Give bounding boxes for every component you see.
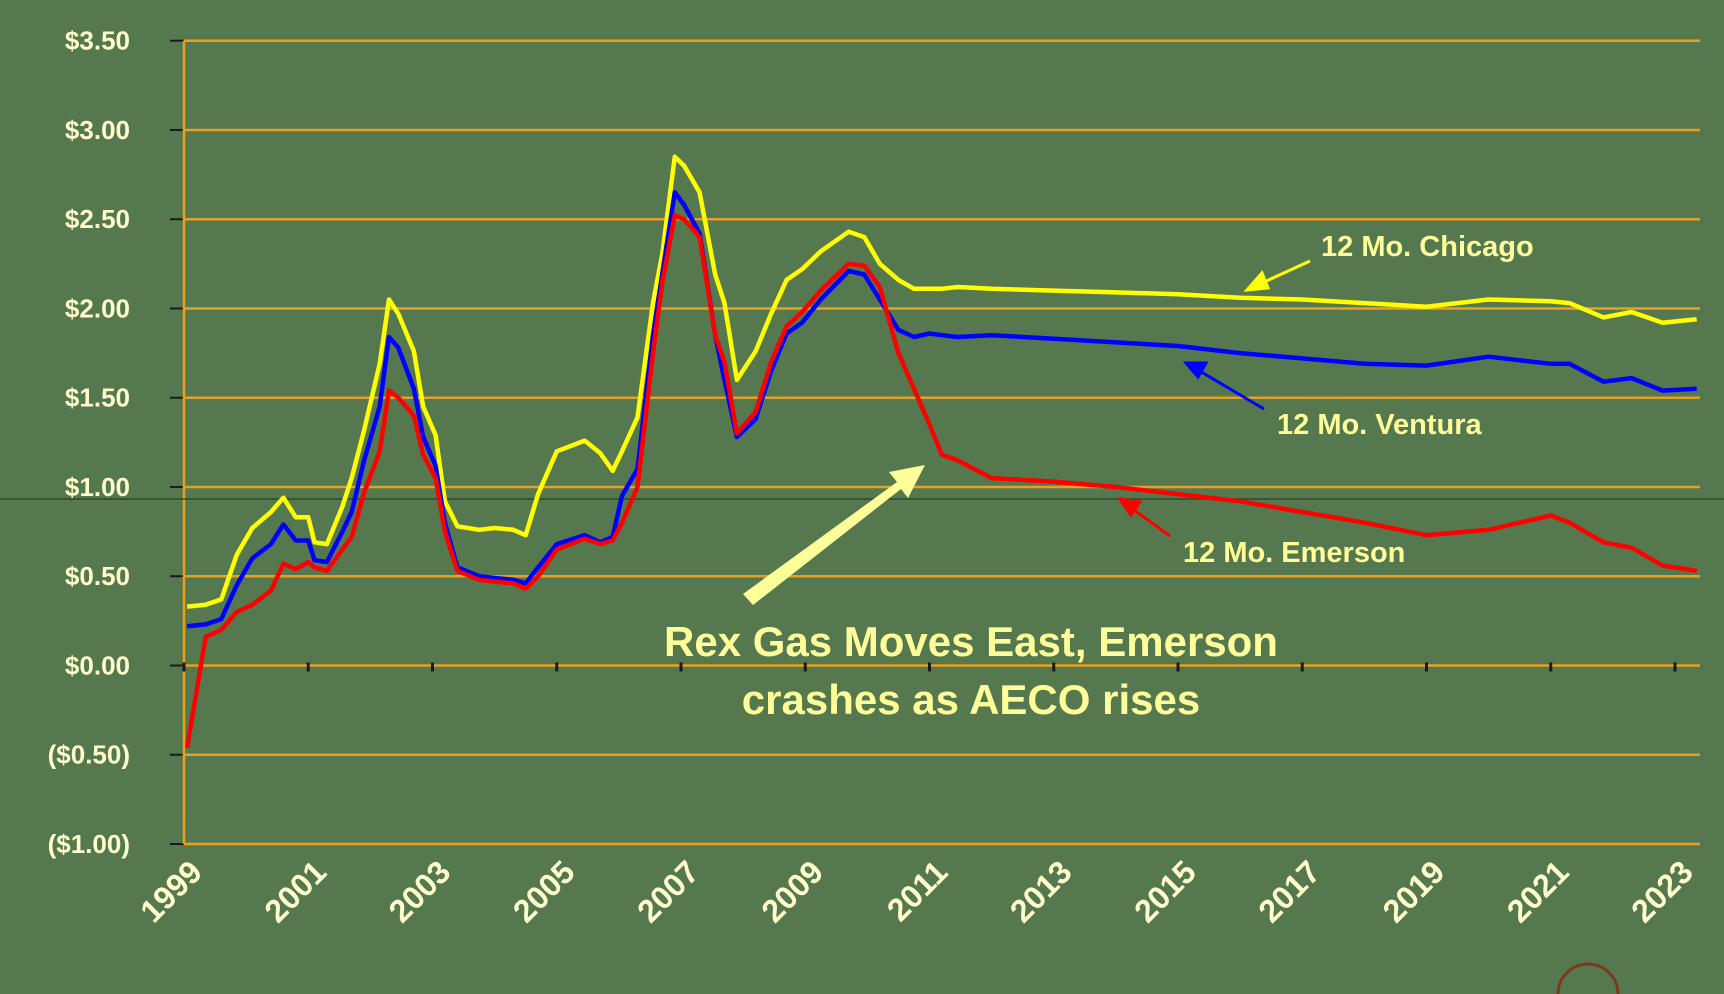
annotation: crashes as AECO rises	[742, 676, 1200, 723]
series-label: 12 Mo. Ventura	[1277, 409, 1483, 441]
series-line	[184, 213, 1698, 748]
series-label: 12 Mo. Chicago	[1321, 231, 1534, 263]
y-tick-label: $3.00	[65, 115, 130, 145]
series-label: 12 Mo. Emerson	[1183, 537, 1405, 569]
series-line	[186, 154, 1697, 609]
y-tick-label: ($1.00)	[48, 829, 130, 859]
ventura-arrow	[1182, 361, 1265, 411]
annotation: Rex Gas Moves East, Emerson	[664, 618, 1278, 665]
y-tick-label: $0.00	[65, 650, 130, 680]
y-tick-label: $2.50	[65, 204, 130, 234]
y-tick-label: ($0.50)	[48, 740, 130, 770]
lines	[184, 154, 1698, 748]
chicago-arrow	[1243, 259, 1311, 292]
logo	[1556, 962, 1620, 994]
y-tick-label: $0.50	[65, 561, 130, 591]
big-arrow	[743, 465, 925, 605]
emerson-arrow	[1116, 497, 1171, 538]
y-tick-label: $1.50	[65, 383, 130, 413]
y-tick-label: $1.00	[65, 472, 130, 502]
y-tick-label: $2.00	[65, 293, 130, 323]
y-tick-label: $3.50	[65, 26, 130, 56]
